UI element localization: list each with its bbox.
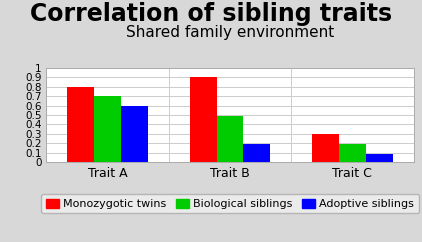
Bar xyxy=(312,134,339,162)
Bar xyxy=(243,144,271,162)
Legend: Monozygotic twins, Biological siblings, Adoptive siblings: Monozygotic twins, Biological siblings, … xyxy=(41,194,419,213)
Bar xyxy=(366,154,393,162)
Text: Correlation of sibling traits: Correlation of sibling traits xyxy=(30,2,392,26)
Title: Shared family environment: Shared family environment xyxy=(126,25,334,40)
Bar xyxy=(67,87,94,162)
Bar xyxy=(94,96,121,162)
Bar xyxy=(189,77,216,162)
Bar xyxy=(216,116,243,162)
Bar xyxy=(339,144,366,162)
Bar xyxy=(121,106,148,162)
